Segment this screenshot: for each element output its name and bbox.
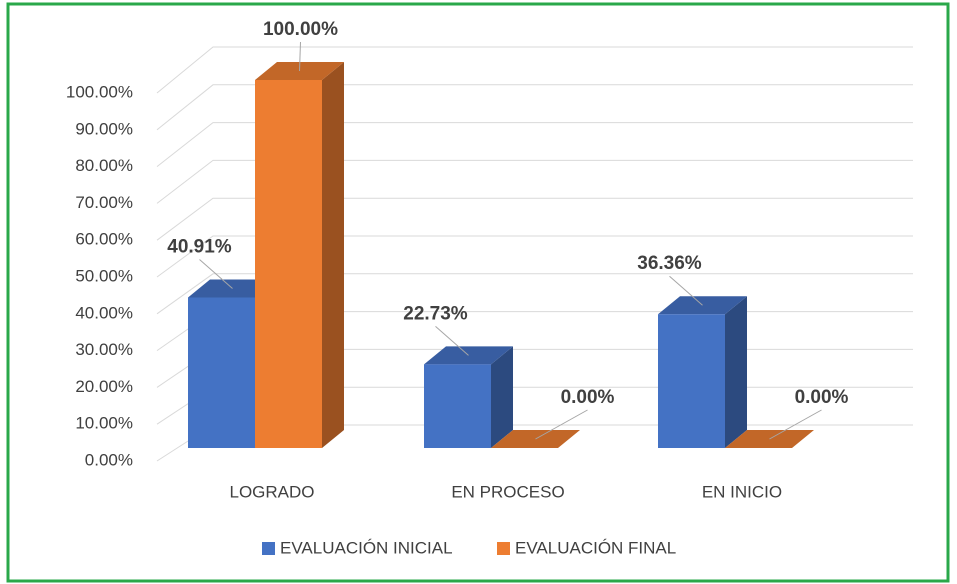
frame [6,2,950,583]
y-tick-label: 20.00% [75,377,133,396]
bar [255,62,344,448]
grid-line [156,46,913,94]
value-label: 100.00% [263,19,338,40]
value-label: 22.73% [403,303,468,324]
y-tick-label: 70.00% [75,193,133,212]
leader-line [199,259,233,289]
leader-line [669,275,703,306]
leader-line [435,325,469,356]
leader-line [769,409,822,440]
x-tick-label: EN PROCESO [451,482,564,501]
y-tick-label: 0.00% [85,450,133,469]
y-tick-label: 30.00% [75,340,133,359]
legend-label: EVALUACIÓN FINAL [515,538,676,557]
bar-face [322,62,344,448]
bar-face [725,296,747,448]
grid-line [156,122,913,167]
bar-face [658,314,725,448]
grid-line [156,197,913,241]
bar-face [424,364,491,448]
bar-face [491,346,513,448]
y-tick-label: 100.00% [66,82,133,101]
grid-line [156,235,913,278]
grid-line [156,84,913,131]
bar [658,296,747,448]
grid-line [156,159,913,204]
leader-line [535,409,588,440]
x-tick-label: LOGRADO [229,482,314,501]
legend-swatch [497,542,510,555]
value-label: 0.00% [561,387,615,408]
y-tick-label: 90.00% [75,119,133,138]
bar [424,346,513,448]
bar-face [255,80,322,448]
bar-face [188,297,255,448]
y-tick-label: 60.00% [75,230,133,249]
y-tick-label: 40.00% [75,303,133,322]
legend-label: EVALUACIÓN INICIAL [280,538,453,557]
y-tick-label: 10.00% [75,414,133,433]
value-label: 0.00% [795,387,849,408]
y-tick-label: 50.00% [75,266,133,285]
grid-line [156,273,913,315]
legend-swatch [262,542,275,555]
y-tick-label: 80.00% [75,156,133,175]
value-label: 36.36% [637,253,702,274]
leader-line [299,41,301,72]
x-tick-label: EN INICIO [702,482,782,501]
value-label: 40.91% [167,236,232,257]
